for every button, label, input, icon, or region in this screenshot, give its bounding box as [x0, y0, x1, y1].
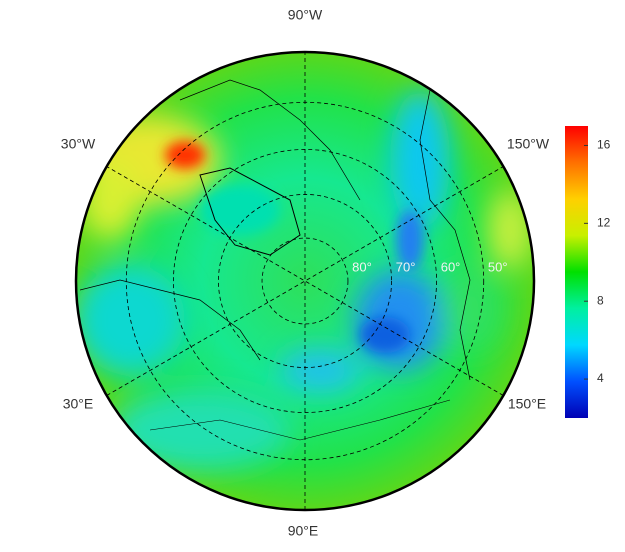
latitude-circle: [261, 237, 349, 325]
graticule: [106, 52, 504, 510]
coastline: [179, 79, 361, 201]
longitude-label: 90°W: [288, 7, 323, 23]
colorbar: [565, 126, 588, 418]
latitude-label: 60°: [441, 259, 461, 274]
longitude-label: 150°E: [508, 396, 546, 412]
coastline: [199, 167, 301, 256]
latitude-circle: [218, 194, 392, 368]
longitude-label: 30°E: [63, 396, 94, 412]
latitude-circle: [173, 149, 437, 413]
longitude-label: 30°W: [61, 136, 96, 152]
map-boundary: [74, 50, 536, 512]
latitude-label: 50°: [488, 259, 508, 274]
colorbar-tick-label: 8: [597, 293, 604, 307]
latitude-circle: [125, 101, 485, 461]
colorbar-tick-label: 12: [597, 216, 611, 230]
latitude-label: 80°: [352, 259, 372, 274]
colorbar-tick-label: 16: [597, 138, 611, 152]
longitude-label: 90°E: [288, 523, 319, 539]
latitude-label: 70°: [396, 259, 416, 274]
coastline: [419, 89, 471, 381]
meridian: [106, 166, 504, 396]
coastline: [79, 279, 261, 361]
meridian: [106, 166, 504, 396]
field: [76, 52, 534, 510]
coastline: [149, 399, 451, 441]
longitude-label: 150°W: [507, 136, 550, 152]
colorbar-tick-label: 4: [597, 371, 604, 385]
